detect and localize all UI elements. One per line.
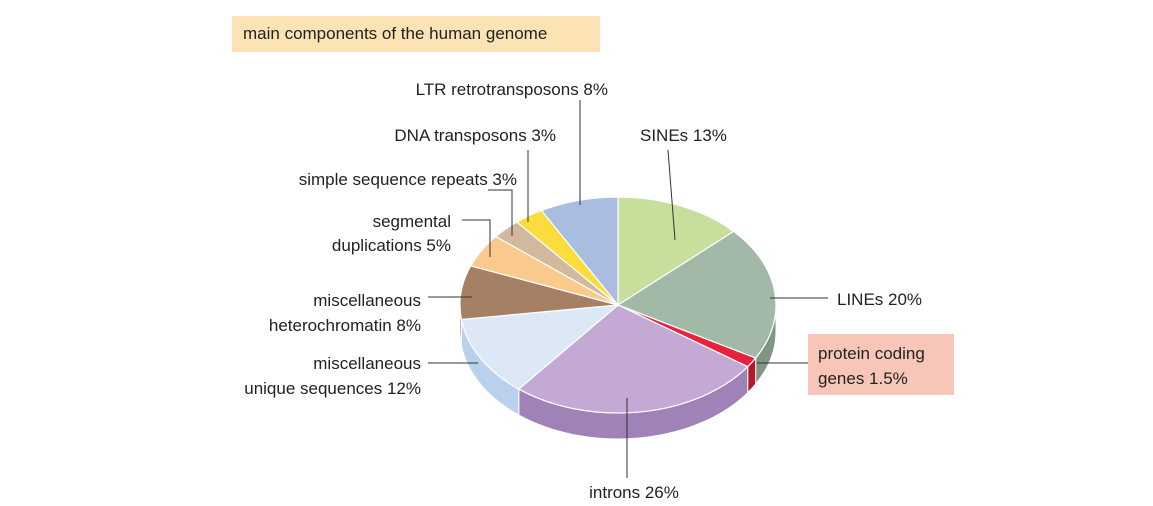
leader-lines — [428, 100, 828, 478]
slice-introns-26 — [517, 304, 749, 414]
pie-slices — [459, 196, 777, 440]
slice-lines-20 — [616, 230, 777, 359]
label-unique-2: unique sequences 12% — [244, 379, 421, 398]
label-segmental-2: duplications 5% — [332, 236, 451, 255]
leader-sines — [667, 149, 676, 241]
protein-callout-box — [808, 334, 954, 395]
slice-miscellaneous-unique-sequences-12 — [460, 304, 620, 390]
slice-sines-13 — [617, 196, 735, 307]
leader-segmental — [462, 219, 491, 257]
label-segmental-1: segmental — [373, 212, 451, 231]
leader-simple — [488, 189, 513, 236]
label-simple: simple sequence repeats 3% — [299, 170, 517, 189]
label-protein-2: genes 1.5% — [818, 369, 908, 388]
label-introns: introns 26% — [589, 483, 679, 502]
label-protein-1: protein coding — [818, 344, 925, 363]
label-hetero-1: miscellaneous — [313, 291, 421, 310]
chart-title: main components of the human genome — [243, 24, 548, 43]
label-unique-1: miscellaneous — [313, 354, 421, 373]
title-box — [232, 16, 600, 52]
label-sines: SINEs 13% — [640, 126, 727, 145]
label-lines: LINEs 20% — [837, 290, 922, 309]
slice-labels: LTR retrotransposons 8% DNA transposons … — [244, 80, 922, 502]
slice-ltr-retrotransposons-8 — [540, 196, 619, 307]
label-hetero-2: heterochromatin 8% — [269, 316, 421, 335]
label-dna: DNA transposons 3% — [394, 126, 556, 145]
label-ltr: LTR retrotransposons 8% — [416, 80, 608, 99]
